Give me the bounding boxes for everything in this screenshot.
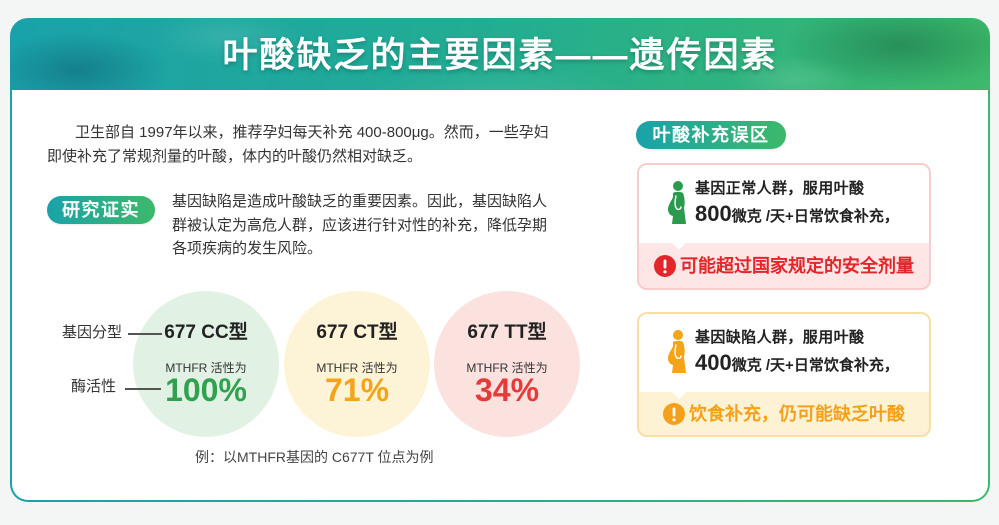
dose-value: 800 (695, 201, 732, 226)
warning-text: 可能超过国家规定的安全剂量 (680, 255, 914, 276)
activity-value: 34% (474, 372, 540, 408)
card-bubble: 基因正常人群，服用叶酸 800微克 /天+日常饮食补充， (639, 165, 929, 243)
exclamation-circle-icon (654, 254, 676, 277)
dose-value: 400 (695, 350, 732, 375)
research-line: 各项疾病的发生风险。 (172, 240, 323, 257)
intro-line: 卫生部自 1997年以来，推荐孕妇每天补充 400-800μg。然而，一些孕妇 (75, 124, 549, 141)
intro-line: 即使补充了常规剂量的叶酸，体内的叶酸仍然相对缺乏。 (47, 148, 423, 165)
header-banner: 叶酸缺乏的主要因素——遗传因素 (10, 18, 990, 90)
activity-label: MTHFR 活性为 (466, 361, 548, 375)
genotype-circle-tt: 677 TT型 MTHFR 活性为 34% (434, 291, 580, 437)
activity-label: MTHFR 活性为 (316, 361, 398, 375)
research-badge: 研究证实 (47, 196, 155, 224)
activity-connector-line (125, 388, 161, 390)
warning-row: 可能超过国家规定的安全剂量 (639, 243, 929, 288)
pregnant-woman-icon (665, 329, 689, 375)
activity-row-label: 酶活性 (71, 378, 117, 395)
genotype-circle-ct: 677 CT型 MTHFR 活性为 71% (284, 291, 430, 437)
research-line: 群被认定为高危人群，应该进行针对性的补充，降低孕期 (172, 216, 548, 234)
target-group-text: 基因缺陷人群，服用叶酸 (695, 329, 865, 346)
research-line: 基因缺陷是造成叶酸缺乏的重要因素。因此，基因缺陷人 (172, 193, 548, 210)
exclamation-circle-icon (663, 402, 685, 425)
misconception-card-defect: 基因缺陷人群，服用叶酸 400微克 /天+日常饮食补充， 饮食补充，仍可能缺乏叶… (637, 312, 931, 437)
dose-text: 400微克 /天+日常饮食补充， (695, 350, 899, 379)
warning-text: 饮食补充，仍可能缺乏叶酸 (689, 403, 905, 424)
genotype-caption: 例：以MTHFR基因的 C677T 位点为例 (195, 449, 434, 465)
dose-description: 微克 /天+日常饮食补充， (731, 357, 899, 374)
warning-row: 饮食补充，仍可能缺乏叶酸 (639, 392, 929, 435)
misconception-card-normal: 基因正常人群，服用叶酸 800微克 /天+日常饮食补充， 可能超过国家规定的安全… (637, 163, 931, 290)
page-title: 叶酸缺乏的主要因素——遗传因素 (222, 36, 778, 75)
dose-text: 800微克 /天+日常饮食补充， (695, 201, 899, 230)
bubble-pointer (672, 243, 686, 250)
card-bubble: 基因缺陷人群，服用叶酸 400微克 /天+日常饮食补充， (639, 314, 929, 392)
intro-paragraph: 卫生部自 1997年以来，推荐孕妇每天补充 400-800μg。然而，一些孕妇 … (47, 121, 549, 169)
genotype-name: 677 CC型 (164, 322, 248, 343)
genotype-name: 677 CT型 (316, 322, 398, 343)
genotype-name: 677 TT型 (467, 322, 547, 343)
genotype-circle-cc: 677 CC型 MTHFR 活性为 100% (133, 291, 279, 437)
activity-value: 71% (324, 372, 390, 408)
activity-value: 100% (165, 372, 247, 408)
genotype-connector-line (128, 333, 162, 335)
research-paragraph: 基因缺陷是造成叶酸缺乏的重要因素。因此，基因缺陷人 群被认定为高危人群，应该进行… (172, 190, 547, 261)
bubble-pointer (672, 392, 686, 399)
header-background-pattern (10, 18, 990, 90)
activity-label: MTHFR 活性为 (165, 361, 247, 375)
dose-description: 微克 /天+日常饮食补充， (731, 208, 899, 225)
content-area: 卫生部自 1997年以来，推荐孕妇每天补充 400-800μg。然而，一些孕妇 … (12, 90, 988, 500)
pregnant-woman-icon (665, 180, 689, 226)
target-group-text: 基因正常人群，服用叶酸 (695, 180, 865, 197)
misconception-badge: 叶酸补充误区 (636, 121, 786, 149)
infographic-frame: 叶酸缺乏的主要因素——遗传因素 卫生部自 1997年以来，推荐孕妇每天补充 40… (10, 18, 990, 502)
genotype-row-label: 基因分型 (62, 324, 123, 341)
